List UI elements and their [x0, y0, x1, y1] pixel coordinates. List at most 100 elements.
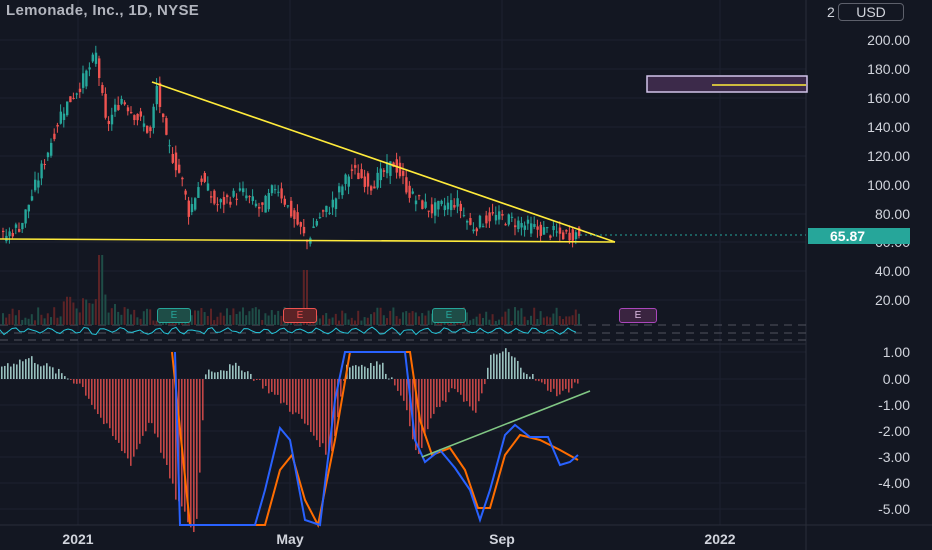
macd-histogram-bar [112, 379, 114, 437]
macd-histogram-bar [520, 367, 522, 379]
candle-body [482, 226, 485, 228]
candle-body [344, 174, 347, 184]
macd-histogram-bar [472, 379, 474, 411]
candle-body [69, 96, 72, 103]
volume-bar [533, 307, 536, 325]
candle-body [539, 224, 542, 236]
volume-bar [322, 315, 324, 325]
volume-bar [325, 313, 328, 325]
macd-histogram-bar [37, 364, 39, 379]
volume-bar [133, 309, 136, 325]
earnings-badge[interactable]: E [283, 308, 317, 323]
currency-button[interactable]: USD [838, 3, 904, 21]
volume-bar [264, 313, 267, 325]
volume-bar [229, 315, 232, 325]
volume-bar [27, 318, 30, 325]
candle-body [546, 227, 549, 229]
candle-body [526, 219, 530, 224]
candle-body [402, 171, 405, 176]
macd-histogram-bar [190, 379, 192, 528]
volume-bar [216, 316, 219, 325]
volume-bar [430, 313, 433, 325]
earnings-badge[interactable]: E [619, 308, 657, 323]
volume-bar [123, 307, 126, 325]
candle-body [501, 214, 504, 216]
volume-bar [414, 312, 417, 325]
candle-body [11, 232, 14, 237]
candle-body [520, 223, 523, 228]
volume-bar [549, 317, 552, 325]
candle-body [242, 188, 245, 193]
candle-body [149, 127, 152, 132]
volume-bar [82, 298, 84, 325]
oscillator-tick-label: -5.00 [878, 501, 910, 517]
earnings-badge[interactable]: E [432, 308, 466, 323]
volume-bar [392, 307, 395, 325]
candle-body [264, 195, 267, 213]
candle-body [318, 217, 322, 219]
volume-bar [357, 310, 360, 325]
candle-body [485, 215, 488, 224]
macd-histogram-bar [523, 372, 525, 379]
volume-bar [222, 315, 225, 325]
candle-body [299, 222, 302, 227]
macd-histogram-bar [571, 379, 573, 389]
time-tick-label: 2022 [704, 531, 736, 547]
macd-histogram-bar [532, 373, 534, 379]
macd-histogram-bar [124, 379, 126, 454]
macd-histogram-bar [373, 365, 375, 379]
candle-body [219, 199, 222, 203]
macd-histogram-bar [67, 378, 69, 380]
macd-histogram-bar [313, 379, 315, 436]
macd-histogram-bar [364, 366, 366, 379]
price-label-partial: 2 [827, 4, 835, 20]
volume-bar [130, 314, 132, 325]
volume-bar [398, 318, 401, 325]
oscillator-wave [0, 326, 577, 336]
candle-body [542, 227, 546, 235]
macd-histogram-bar [493, 353, 495, 379]
volume-bar [395, 316, 398, 325]
candle-body [283, 198, 286, 205]
macd-histogram-bar [352, 365, 354, 379]
candle-body [43, 164, 46, 166]
macd-histogram-bar [412, 379, 414, 440]
macd-histogram-bar [70, 379, 72, 380]
earnings-badge[interactable]: E [157, 308, 191, 323]
macd-histogram-bar [247, 371, 249, 379]
candle-body [88, 67, 91, 70]
candle-body [56, 124, 59, 127]
macd-histogram-bar [166, 379, 168, 465]
volume-bar [270, 310, 273, 325]
candle-body [200, 178, 203, 182]
candle-body [235, 198, 238, 200]
volume-bar [94, 299, 97, 325]
candle-body [82, 73, 85, 88]
candle-body [341, 186, 344, 196]
signal-line [171, 351, 579, 528]
volume-bar [5, 317, 8, 325]
macd-histogram-bar [184, 379, 186, 512]
volume-bar [382, 315, 385, 325]
macd-histogram-bar [163, 379, 165, 459]
candle-body [453, 205, 456, 208]
macd-histogram-bar [271, 379, 273, 392]
volume-bar [14, 315, 17, 325]
macd-histogram-bar [301, 379, 303, 419]
volume-bar [526, 320, 529, 325]
macd-histogram-bar [466, 379, 468, 402]
candle-body [312, 226, 315, 229]
candle-body [459, 203, 462, 212]
candle-body [366, 173, 370, 187]
macd-histogram-bar [463, 379, 465, 402]
candle-body [24, 209, 27, 224]
candle-body [386, 162, 389, 174]
candle-body [126, 107, 130, 112]
candle-body [290, 200, 293, 217]
candle-body [491, 212, 494, 214]
macd-histogram-bar [427, 379, 429, 430]
volume-bar [24, 317, 27, 325]
candle-body [91, 54, 94, 62]
candle-body [562, 232, 565, 240]
